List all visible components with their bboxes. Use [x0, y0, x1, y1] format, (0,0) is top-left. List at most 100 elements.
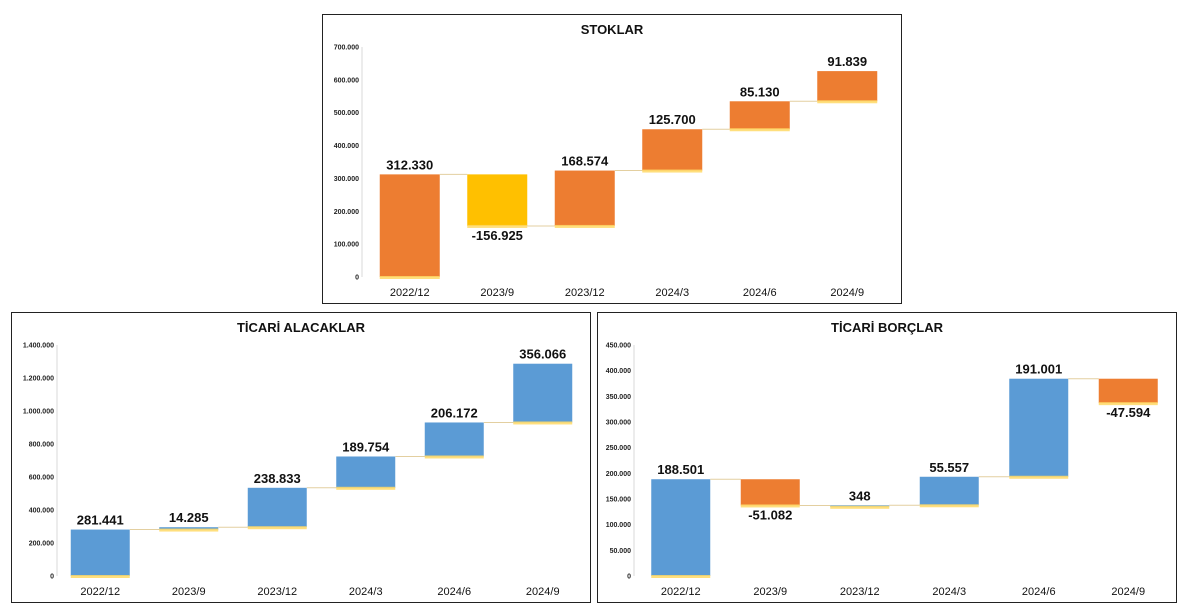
x-tick-label: 2023/9 — [480, 287, 514, 299]
y-tick-label: 200.000 — [29, 541, 54, 548]
bar-bottom-highlight — [554, 224, 615, 228]
x-tick-label: 2022/12 — [80, 586, 120, 598]
x-tick-label: 2024/3 — [349, 586, 383, 598]
waterfall-bar — [1098, 378, 1158, 404]
stoklar-chart-panel: STOKLAR 0 100.000 200.000 300.000 400.000 500.… — [322, 14, 902, 304]
y-tick-label: 250.000 — [606, 445, 631, 452]
data-label: 191.001 — [1015, 362, 1062, 377]
x-tick-label: 2024/6 — [437, 586, 471, 598]
waterfall-bar — [554, 170, 615, 226]
bar-bottom-highlight — [1098, 402, 1158, 406]
waterfall-bar — [1009, 378, 1069, 477]
ticari-alacaklar-chart: TİCARİ ALACAKLAR 0 200.000 400.000 600.000 80… — [23, 320, 573, 598]
y-tick-label: 0 — [355, 275, 359, 282]
data-label: 312.330 — [386, 157, 433, 172]
x-tick-label: 2023/12 — [565, 287, 605, 299]
chart-title: TİCARİ ALACAKLAR — [237, 320, 366, 335]
x-tick-label: 2023/9 — [172, 586, 206, 598]
bar-bottom-highlight — [729, 128, 790, 132]
y-tick-label: 500.000 — [334, 110, 359, 117]
waterfall-bar — [919, 476, 979, 506]
waterfall-bar — [70, 529, 130, 576]
y-tick-label: 50.000 — [610, 548, 632, 555]
bar-bottom-highlight — [642, 169, 703, 173]
bar-bottom-highlight — [651, 575, 711, 578]
y-tick-label: 400.000 — [606, 368, 631, 375]
y-tick-label: 300.000 — [606, 420, 631, 427]
data-label: -51.082 — [748, 507, 792, 522]
data-label: 91.839 — [827, 54, 867, 69]
x-tick-label: 2024/3 — [932, 586, 966, 598]
data-label: 348 — [849, 488, 871, 503]
waterfall-bar — [817, 71, 878, 102]
data-label: 188.501 — [657, 462, 704, 477]
y-tick-label: 400.000 — [334, 143, 359, 150]
waterfall-bar — [651, 479, 711, 576]
x-tick-label: 2022/12 — [661, 586, 701, 598]
y-tick-label: 150.000 — [606, 497, 631, 504]
data-label: 356.066 — [519, 347, 566, 362]
bar-bottom-highlight — [159, 528, 219, 532]
y-tick-label: 400.000 — [29, 508, 54, 515]
waterfall-bar — [740, 479, 800, 506]
y-tick-label: 0 — [50, 574, 54, 581]
bar-bottom-highlight — [740, 504, 800, 508]
waterfall-bar — [159, 527, 219, 530]
data-label: 125.700 — [649, 112, 696, 127]
bar-bottom-highlight — [919, 504, 979, 508]
waterfall-bar — [379, 174, 440, 277]
waterfall-bar — [336, 456, 396, 488]
data-label: -47.594 — [1106, 405, 1151, 420]
y-tick-label: 100.000 — [334, 242, 359, 249]
bar-bottom-highlight — [513, 421, 573, 425]
data-label: 168.574 — [561, 154, 609, 169]
waterfall-bar — [513, 363, 573, 423]
x-tick-label: 2024/9 — [1111, 586, 1145, 598]
y-tick-label: 300.000 — [334, 176, 359, 183]
y-tick-label: 0 — [627, 574, 631, 581]
y-tick-label: 700.000 — [334, 45, 359, 52]
y-tick-label: 600.000 — [29, 475, 54, 482]
stoklar-chart: STOKLAR 0 100.000 200.000 300.000 400.000 500.… — [334, 22, 878, 299]
ticari-borclar-chart-panel: TİCARİ BORÇLAR 0 50.000 100.000 150.000 200.0… — [597, 312, 1177, 603]
y-tick-label: 200.000 — [606, 471, 631, 478]
waterfall-bar — [467, 174, 528, 226]
y-tick-label: 200.000 — [334, 209, 359, 216]
x-tick-label: 2024/9 — [830, 287, 864, 299]
data-label: 206.172 — [431, 405, 478, 420]
waterfall-bar — [247, 487, 307, 528]
data-label: 281.441 — [77, 513, 124, 528]
data-label: 189.754 — [342, 439, 390, 454]
data-label: -156.925 — [472, 228, 523, 243]
bar-bottom-highlight — [830, 505, 890, 509]
y-tick-label: 800.000 — [29, 442, 54, 449]
y-tick-label: 1.000.000 — [23, 409, 54, 416]
chart-title: STOKLAR — [581, 22, 644, 37]
x-tick-label: 2022/12 — [390, 287, 430, 299]
bar-bottom-highlight — [336, 486, 396, 490]
x-tick-label: 2023/12 — [257, 586, 297, 598]
waterfall-bar — [642, 129, 703, 171]
bar-bottom-highlight — [379, 276, 440, 279]
x-tick-label: 2024/6 — [743, 287, 777, 299]
ticari-alacaklar-chart-panel: TİCARİ ALACAKLAR 0 200.000 400.000 600.000 80… — [11, 312, 591, 603]
x-tick-label: 2023/12 — [840, 586, 880, 598]
y-tick-label: 1.200.000 — [23, 376, 54, 383]
bar-bottom-highlight — [424, 455, 484, 459]
data-label: 14.285 — [169, 510, 209, 525]
bar-bottom-highlight — [467, 224, 528, 228]
y-tick-label: 1.400.000 — [23, 343, 54, 350]
bar-bottom-highlight — [70, 575, 130, 578]
ticari-borclar-chart: TİCARİ BORÇLAR 0 50.000 100.000 150.000 200.0… — [606, 320, 1158, 598]
chart-title: TİCARİ BORÇLAR — [831, 320, 944, 335]
x-tick-label: 2023/9 — [753, 586, 787, 598]
bar-bottom-highlight — [817, 100, 878, 104]
x-tick-label: 2024/9 — [526, 586, 560, 598]
y-tick-label: 450.000 — [606, 343, 631, 350]
waterfall-bar — [729, 101, 790, 130]
y-tick-label: 100.000 — [606, 522, 631, 529]
x-tick-label: 2024/3 — [655, 287, 689, 299]
data-label: 85.130 — [740, 84, 780, 99]
x-tick-label: 2024/6 — [1022, 586, 1056, 598]
y-tick-label: 600.000 — [334, 77, 359, 84]
